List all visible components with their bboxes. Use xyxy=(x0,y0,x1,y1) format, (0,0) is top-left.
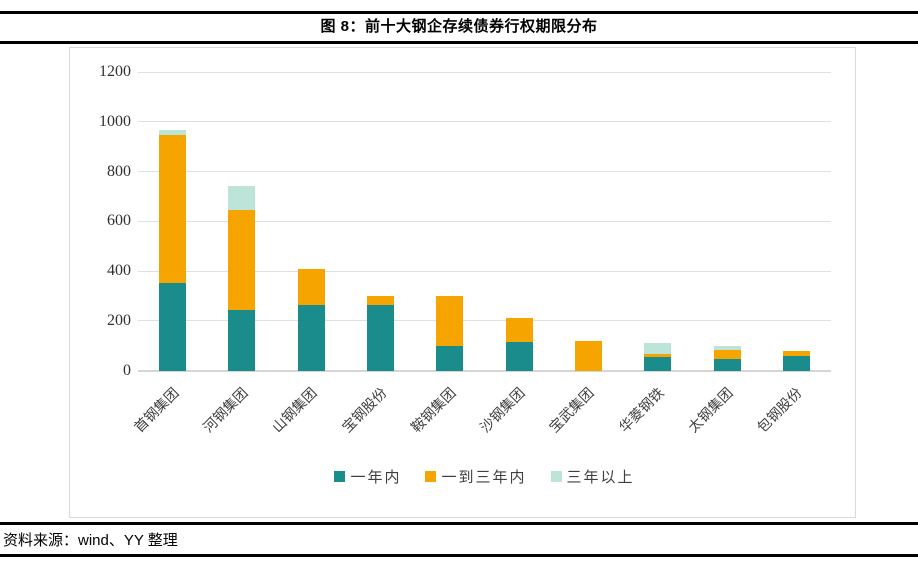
bar-segment xyxy=(367,295,395,305)
bar-segment xyxy=(297,268,325,305)
y-axis-tick-label: 200 xyxy=(107,311,131,329)
bar-stack xyxy=(505,318,533,371)
bar-column xyxy=(346,72,415,371)
legend-label: 三年以上 xyxy=(566,470,635,486)
legend-item: 一年内 xyxy=(334,466,401,487)
bar-segment xyxy=(644,343,672,355)
bottom-rule xyxy=(0,554,918,557)
gridline xyxy=(138,320,831,322)
y-axis-tick-label: 800 xyxy=(107,162,131,180)
legend: 一年内 一到三年内 三年以上 xyxy=(138,466,831,487)
bar-segment xyxy=(436,295,464,346)
bar-segment xyxy=(159,283,187,371)
gridline xyxy=(138,270,831,272)
bar-segment xyxy=(228,210,256,310)
chart-panel: 0 200 400 600 800 1000 1200 首钢集团 河钢集团 山钢集团 宝钢股份 鞍钢集… xyxy=(69,47,856,518)
bar-column xyxy=(692,72,761,371)
legend-swatch-icon xyxy=(334,471,346,482)
x-axis-tick-label: 宝武集团 xyxy=(547,385,598,436)
bar-segment xyxy=(782,350,810,356)
x-axis-tick-label: 包钢股份 xyxy=(755,385,806,436)
gridline xyxy=(138,71,831,73)
bar-stack xyxy=(159,130,187,371)
y-axis-tick-label: 600 xyxy=(107,212,131,230)
bar-segment xyxy=(228,186,256,211)
bar-segment xyxy=(782,355,810,371)
x-axis-tick-label: 鞍钢集团 xyxy=(409,385,460,436)
bar-segment xyxy=(297,304,325,371)
bar-segment xyxy=(436,345,464,371)
y-axis-tick-label: 1200 xyxy=(99,63,131,80)
title-underline-rule xyxy=(0,41,918,44)
bar-segment xyxy=(159,135,187,284)
gridline xyxy=(138,121,831,123)
bar-column xyxy=(554,72,623,371)
x-axis-tick-label: 宝钢股份 xyxy=(339,385,390,436)
source-top-rule xyxy=(0,522,918,525)
legend-item: 三年以上 xyxy=(550,466,635,487)
bar-column xyxy=(277,72,346,371)
bar-segment xyxy=(713,349,741,360)
bar-segment xyxy=(228,309,256,371)
bar-segment xyxy=(713,345,741,350)
legend-label: 一到三年内 xyxy=(441,470,527,486)
bar-segment xyxy=(505,318,533,342)
bar-segment xyxy=(713,359,741,371)
y-axis-tick-label: 0 xyxy=(123,361,131,379)
gridline xyxy=(138,171,831,172)
x-axis-tick-label: 华菱钢铁 xyxy=(616,385,668,436)
legend-swatch-icon xyxy=(425,471,437,482)
source-text: 资料来源：wind、YY 整理 xyxy=(3,532,178,549)
bar-segment xyxy=(159,130,187,136)
bar-column xyxy=(623,72,692,371)
bar-stack xyxy=(297,268,325,371)
bar-segment xyxy=(574,340,602,371)
bars-area xyxy=(138,72,831,371)
bar-stack xyxy=(436,295,464,371)
top-rule xyxy=(0,11,918,14)
x-axis-tick-label: 太钢集团 xyxy=(686,385,737,436)
bar-column xyxy=(415,72,484,371)
y-axis-tick-label: 400 xyxy=(107,262,131,279)
bar-stack xyxy=(367,295,395,371)
legend-label: 一年内 xyxy=(350,470,402,486)
legend-swatch-icon xyxy=(550,471,562,482)
bar-column xyxy=(484,72,553,371)
x-axis-line xyxy=(138,369,831,372)
y-axis-tick-label: 1000 xyxy=(99,112,131,130)
bar-column xyxy=(762,72,831,371)
x-axis-tick-label: 河钢集团 xyxy=(201,385,252,436)
x-axis-tick-label: 首钢集团 xyxy=(131,385,183,436)
bar-segment xyxy=(644,356,672,371)
x-axis-tick-label: 沙钢集团 xyxy=(478,385,529,436)
bar-segment xyxy=(505,341,533,371)
bar-column xyxy=(207,72,276,371)
bar-stack xyxy=(713,345,741,371)
plot-area: 0 200 400 600 800 1000 1200 首钢集团 河钢集团 山钢集团 宝钢股份 鞍钢集… xyxy=(70,48,855,517)
gridline xyxy=(138,220,831,222)
bar-stack xyxy=(644,343,672,371)
bar-segment xyxy=(644,354,672,357)
bar-column xyxy=(138,72,207,371)
bar-stack xyxy=(574,340,602,371)
x-axis-tick-label: 山钢集团 xyxy=(270,385,321,436)
bar-stack xyxy=(782,350,810,371)
figure-title: 图 8：前十大钢企存续债券行权期限分布 xyxy=(320,18,598,35)
legend-item: 一到三年内 xyxy=(425,466,526,487)
bar-segment xyxy=(367,304,395,371)
bar-stack xyxy=(228,186,256,371)
